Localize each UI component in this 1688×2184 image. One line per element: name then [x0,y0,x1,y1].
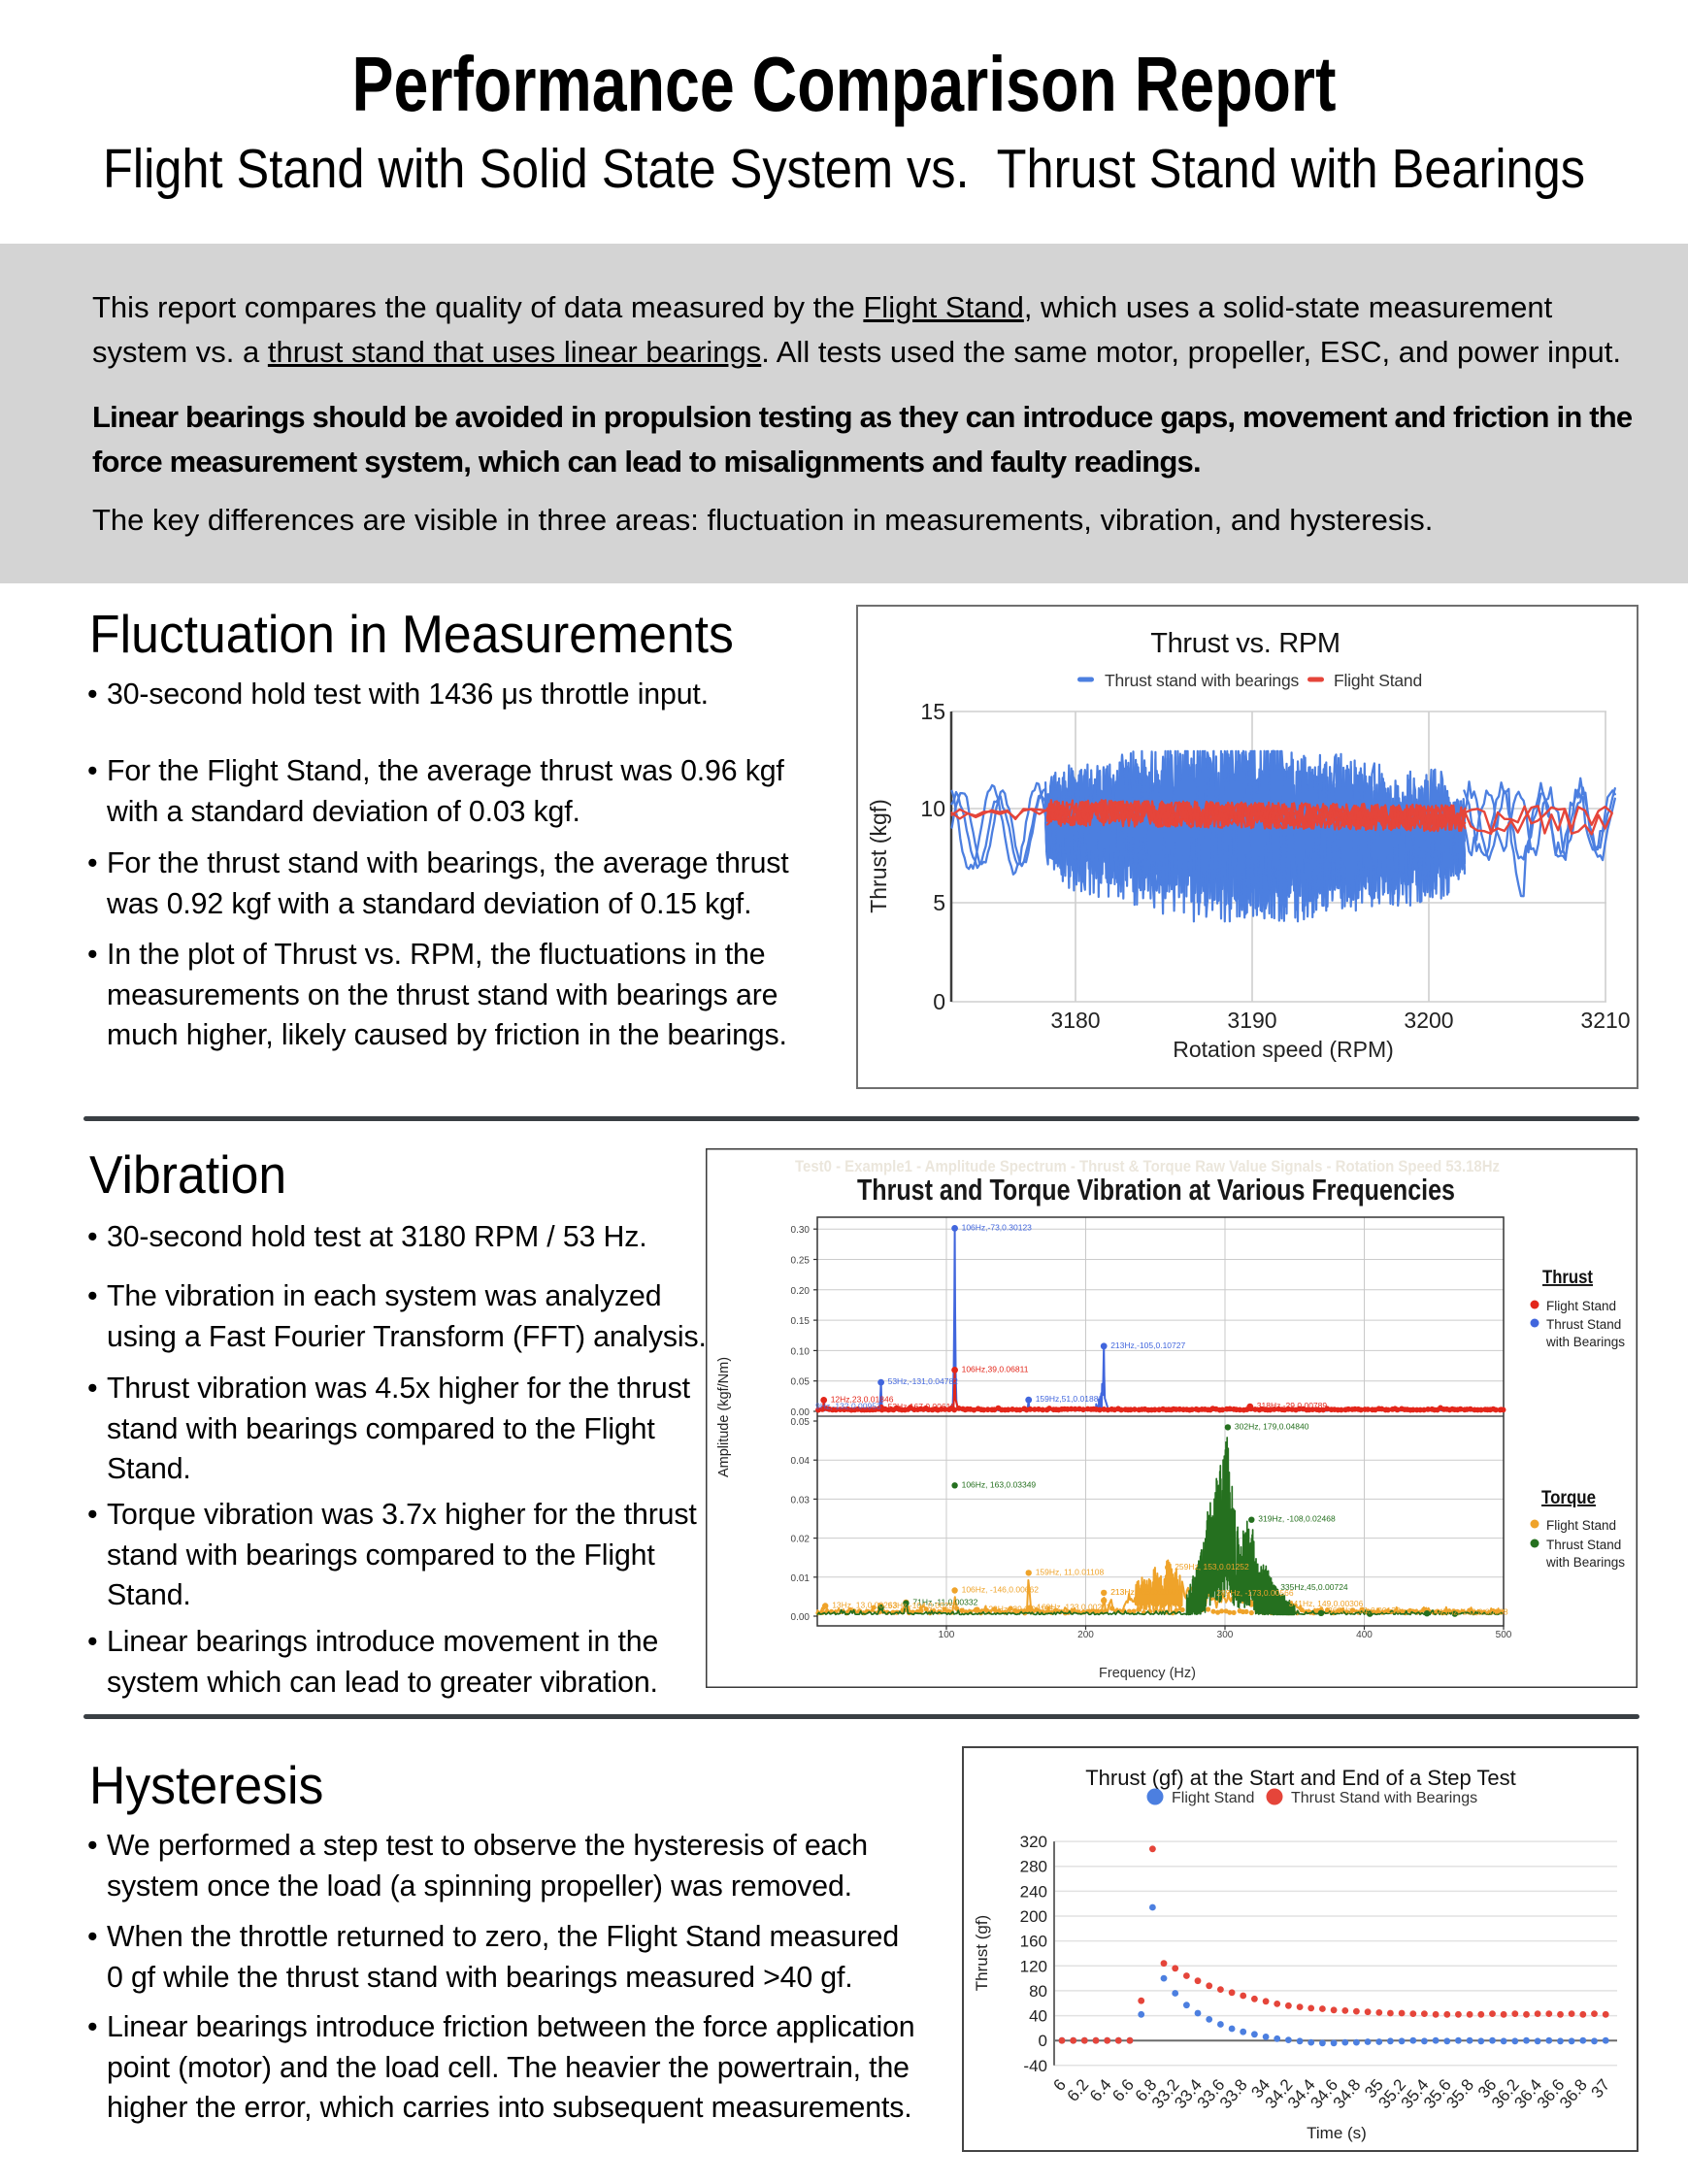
svg-text:200: 200 [1077,1630,1094,1640]
svg-text:259Hz, 153,0.01252: 259Hz, 153,0.01252 [1175,1562,1249,1572]
svg-text:400: 400 [1356,1630,1373,1640]
svg-text:0.01: 0.01 [791,1573,811,1584]
svg-text:106Hz,-73,0.30123: 106Hz,-73,0.30123 [962,1222,1033,1232]
svg-text:Thrust (gf): Thrust (gf) [973,1915,991,1991]
svg-text:106Hz,39,0.06811: 106Hz,39,0.06811 [962,1364,1029,1373]
svg-text:15: 15 [920,699,945,724]
svg-text:10: 10 [920,796,945,821]
svg-text:13Hz, 13,0.00263: 13Hz, 13,0.00263 [832,1601,897,1610]
svg-text:Thrust stand with bearings: Thrust stand with bearings [1105,671,1299,690]
svg-text:160: 160 [1020,1933,1047,1951]
svg-text:341Hz, 149,0.00306: 341Hz, 149,0.00306 [1289,1599,1364,1608]
svg-text:106Hz, -146,0.00662: 106Hz, -146,0.00662 [962,1585,1040,1595]
svg-text:100: 100 [939,1630,955,1640]
svg-text:335Hz,45,0.00724: 335Hz,45,0.00724 [1280,1582,1348,1592]
svg-text:0.10: 0.10 [791,1346,811,1357]
svg-text:0.00: 0.00 [791,1612,811,1623]
svg-text:200: 200 [1020,1907,1047,1926]
svg-text:Torque: Torque [1541,1488,1596,1508]
svg-text:53Hz,-131,0.04782: 53Hz,-131,0.04782 [888,1376,959,1386]
svg-text:3210: 3210 [1580,1008,1630,1033]
svg-text:0.15: 0.15 [791,1316,811,1327]
svg-text:Frequency (Hz): Frequency (Hz) [1099,1666,1196,1681]
svg-text:0.03: 0.03 [791,1495,811,1506]
svg-text:Amplitude (kgf/Nm): Amplitude (kgf/Nm) [716,1357,732,1477]
svg-text:Thrust and Torque Vibration at: Thrust and Torque Vibration at Various F… [857,1174,1455,1207]
svg-text:159Hz, 11,0.01108: 159Hz, 11,0.01108 [1036,1567,1105,1576]
svg-text:with Bearings: with Bearings [1545,1555,1625,1570]
svg-text:122Hz,-29,0.00155: 122Hz,-29,0.00155 [984,1605,1055,1614]
svg-text:40: 40 [1029,2007,1047,2026]
svg-text:9Hz,-132,0.00953: 9Hz,-132,0.00953 [815,1402,881,1411]
svg-text:12Hz,23,0.01846: 12Hz,23,0.01846 [831,1394,894,1404]
svg-text:0.20: 0.20 [791,1286,811,1297]
svg-text:Flight Stand: Flight Stand [1334,671,1422,690]
svg-text:300: 300 [1217,1630,1234,1640]
svg-text:320: 320 [1020,1833,1047,1851]
svg-text:3200: 3200 [1404,1008,1453,1033]
svg-text:Thrust (gf) at the Start and E: Thrust (gf) at the Start and End of a St… [1085,1766,1516,1790]
svg-text:302Hz, 179,0.04840: 302Hz, 179,0.04840 [1235,1421,1309,1431]
svg-text:Flight Stand: Flight Stand [1546,1518,1616,1533]
svg-text:Thrust: Thrust [1542,1268,1594,1288]
svg-text:Thrust (kgf): Thrust (kgf) [866,799,891,913]
svg-text:280: 280 [1020,1858,1047,1876]
svg-text:Thrust Stand with Bearings: Thrust Stand with Bearings [1291,1790,1477,1806]
svg-text:106Hz, 163,0.03349: 106Hz, 163,0.03349 [962,1479,1037,1489]
svg-text:0.30: 0.30 [791,1225,811,1236]
svg-text:289Hz, -173,0.00566: 289Hz, -173,0.00566 [1216,1588,1294,1598]
svg-text:3190: 3190 [1227,1008,1276,1033]
svg-text:0.02: 0.02 [791,1535,811,1545]
svg-text:53Hz,167,0.00615: 53Hz,167,0.00615 [888,1402,956,1411]
svg-text:Test0 - Example1 - Amplitude S: Test0 - Example1 - Amplitude Spectrum - … [795,1158,1500,1175]
svg-text:213Hz, -66,0.00418: 213Hz, -66,0.00418 [1110,1587,1183,1597]
svg-text:369Hz, -31,0.00130: 369Hz, -31,0.00130 [1328,1605,1401,1615]
svg-text:160Hz, 123,0.00213: 160Hz, 123,0.00213 [1037,1603,1111,1612]
svg-text:0.04: 0.04 [791,1456,811,1467]
svg-text:240: 240 [1020,1882,1047,1901]
svg-text:71Hz,-11,0.00332: 71Hz,-11,0.00332 [912,1598,977,1607]
svg-text:0: 0 [933,989,945,1014]
svg-text:53Hz,-104,0.00250: 53Hz,-104,0.00250 [888,1601,959,1610]
svg-text:0.05: 0.05 [791,1417,811,1428]
svg-text:0.00: 0.00 [791,1407,811,1418]
svg-text:500: 500 [1496,1630,1512,1640]
svg-text:Time (s): Time (s) [1307,2124,1367,2142]
svg-text:Thrust Stand: Thrust Stand [1546,1317,1621,1332]
svg-text:213Hz,-105,0.10727: 213Hz,-105,0.10727 [1110,1340,1185,1350]
svg-text:-40: -40 [1023,2057,1047,2075]
svg-text:with Bearings: with Bearings [1545,1335,1625,1349]
svg-text:Flight Stand: Flight Stand [1546,1299,1616,1313]
svg-text:Thrust vs. RPM: Thrust vs. RPM [1150,628,1340,659]
svg-text:159Hz,51,0.01880: 159Hz,51,0.01880 [1036,1394,1104,1404]
svg-text:445Hz, 152,0.00088: 445Hz, 152,0.00088 [1434,1606,1508,1616]
svg-text:318Hz,-29,0.00789: 318Hz,-29,0.00789 [1257,1401,1328,1410]
svg-text:120: 120 [1020,1957,1047,1975]
svg-text:Thrust Stand: Thrust Stand [1546,1538,1621,1552]
svg-text:3180: 3180 [1050,1008,1100,1033]
svg-text:0: 0 [1039,2032,1047,2050]
svg-text:80: 80 [1029,1982,1047,2001]
svg-text:0.05: 0.05 [791,1377,811,1388]
svg-text:319Hz, -108,0.02468: 319Hz, -108,0.02468 [1258,1514,1336,1524]
svg-text:0.25: 0.25 [791,1256,811,1267]
svg-text:Rotation speed (RPM): Rotation speed (RPM) [1173,1037,1394,1062]
svg-text:Flight Stand: Flight Stand [1172,1790,1254,1806]
svg-text:213Hz, 15,0.00509: 213Hz, 15,0.00509 [1110,1587,1180,1597]
svg-text:5: 5 [933,890,945,915]
